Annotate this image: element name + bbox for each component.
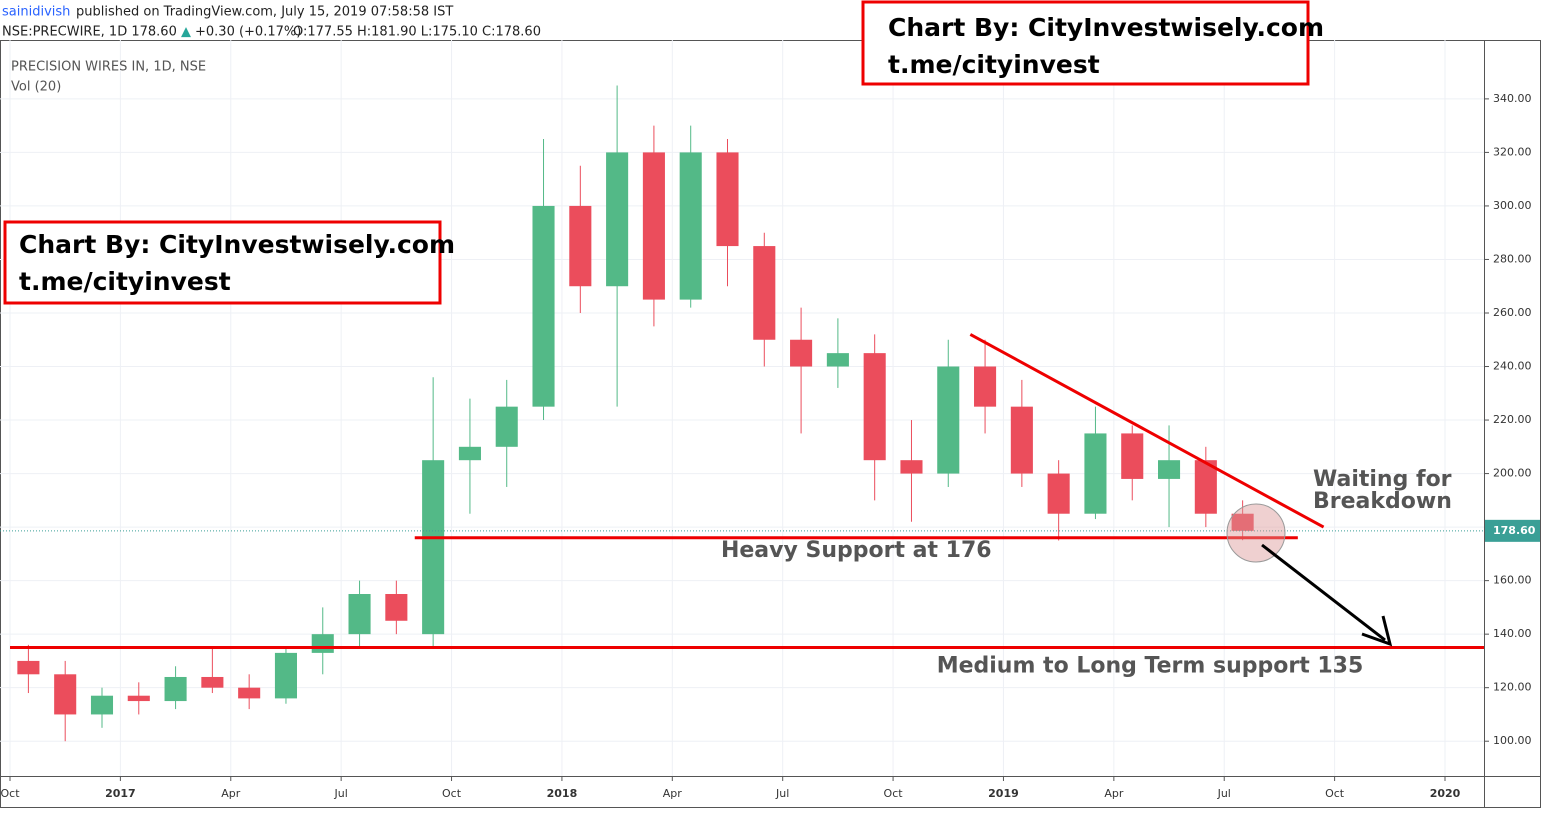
watermark: t.me/cityinvest xyxy=(888,50,1100,79)
candle-body xyxy=(606,152,629,287)
candle-body xyxy=(863,353,886,461)
candle-body xyxy=(495,406,518,447)
x-tick-label: Jul xyxy=(334,787,348,800)
y-tick-label: 100.00 xyxy=(1493,734,1532,747)
candle-body xyxy=(458,446,481,461)
candle-body xyxy=(753,246,776,340)
x-tick-label: Oct xyxy=(0,787,20,800)
candle-body xyxy=(90,695,114,715)
x-tick-label: Oct xyxy=(1325,787,1345,800)
candle-body xyxy=(790,339,813,367)
watermark: t.me/cityinvest xyxy=(19,267,231,296)
watermark-box xyxy=(3,220,442,305)
header-change: +0.30 (+0.17%) xyxy=(195,25,301,40)
chart-title: PRECISION WIRES IN, 1D, NSE xyxy=(11,60,206,75)
trendline xyxy=(969,333,1325,529)
x-tick-label: Oct xyxy=(884,787,904,800)
candle-body xyxy=(385,594,408,621)
arrow-head xyxy=(1361,615,1393,647)
candle-body xyxy=(311,634,334,653)
candle-body xyxy=(1194,460,1217,514)
candle-body xyxy=(1158,460,1181,479)
header-published: published on TradingView.com, July 15, 2… xyxy=(76,5,453,20)
x-tick-label: 2017 xyxy=(105,787,136,800)
watermark-box xyxy=(861,0,1310,86)
candle-body xyxy=(1121,433,1144,479)
watermark: Chart By: CityInvestwisely.com xyxy=(19,230,455,259)
frame xyxy=(0,40,1541,808)
candle-body xyxy=(826,353,849,367)
header-user[interactable]: sainidivish xyxy=(2,5,70,20)
x-tick-label: Oct xyxy=(442,787,462,800)
watermark: Chart By: CityInvestwisely.com xyxy=(888,13,1324,42)
x-tick-label: 2019 xyxy=(988,787,1019,800)
y-tick-label: 320.00 xyxy=(1493,145,1532,158)
y-tick-label: 120.00 xyxy=(1493,681,1532,694)
y-tick-label: 140.00 xyxy=(1493,627,1532,640)
header-quote: NSE:PRECWIRE, 1D 178.60 xyxy=(2,25,177,40)
x-tick-label: Apr xyxy=(663,787,683,800)
last-price-tag xyxy=(1485,519,1540,542)
highlight-circle xyxy=(1226,503,1286,563)
support-label: Heavy Support at 176 xyxy=(721,538,992,563)
candle-body xyxy=(1047,473,1070,514)
candle-body xyxy=(1084,433,1107,514)
candle-body xyxy=(17,660,40,675)
candle-body xyxy=(238,687,261,699)
x-tick-label: 2020 xyxy=(1430,787,1461,800)
candle-body xyxy=(642,152,665,300)
candle-body xyxy=(679,152,702,300)
candle-body xyxy=(127,695,150,702)
y-tick-label: 340.00 xyxy=(1493,92,1532,105)
y-tick-label: 200.00 xyxy=(1493,467,1532,480)
candle-body xyxy=(1231,513,1254,531)
candle-body xyxy=(716,152,739,247)
x-tick-label: Apr xyxy=(221,787,241,800)
candle-body xyxy=(348,594,371,635)
x-tick-label: Jul xyxy=(1217,787,1231,800)
candle-body xyxy=(274,652,297,699)
annotation: Waiting for xyxy=(1313,467,1452,492)
y-tick-label: 300.00 xyxy=(1493,199,1532,212)
candle-body xyxy=(54,674,77,715)
y-tick-label: 240.00 xyxy=(1493,360,1532,373)
support-label: Medium to Long Term support 135 xyxy=(937,654,1364,679)
last-price-label: 178.60 xyxy=(1493,524,1536,537)
y-tick-label: 220.00 xyxy=(1493,413,1532,426)
candle-body xyxy=(974,366,997,407)
candle-body xyxy=(422,460,445,635)
candle-body xyxy=(532,205,555,407)
candle-body xyxy=(900,460,923,474)
y-tick-label: 160.00 xyxy=(1493,574,1532,587)
annotation: Breakdown xyxy=(1313,489,1452,514)
arrow xyxy=(1261,543,1386,642)
y-tick-label: 260.00 xyxy=(1493,306,1532,319)
x-tick-label: Apr xyxy=(1104,787,1124,800)
chart-subtitle: Vol (20) xyxy=(11,80,61,95)
x-tick-label: 2018 xyxy=(547,787,578,800)
header-ohlc: O:177.55 H:181.90 L:175.10 C:178.60 xyxy=(293,25,541,40)
candle-body xyxy=(569,205,592,287)
candle-body xyxy=(937,366,960,474)
candle-body xyxy=(1010,406,1033,474)
y-tick-label: 280.00 xyxy=(1493,252,1532,265)
candle-body xyxy=(164,676,187,702)
header-arrow: ▲ xyxy=(181,25,191,40)
x-tick-label: Jul xyxy=(775,787,789,800)
candle-body xyxy=(201,676,224,688)
